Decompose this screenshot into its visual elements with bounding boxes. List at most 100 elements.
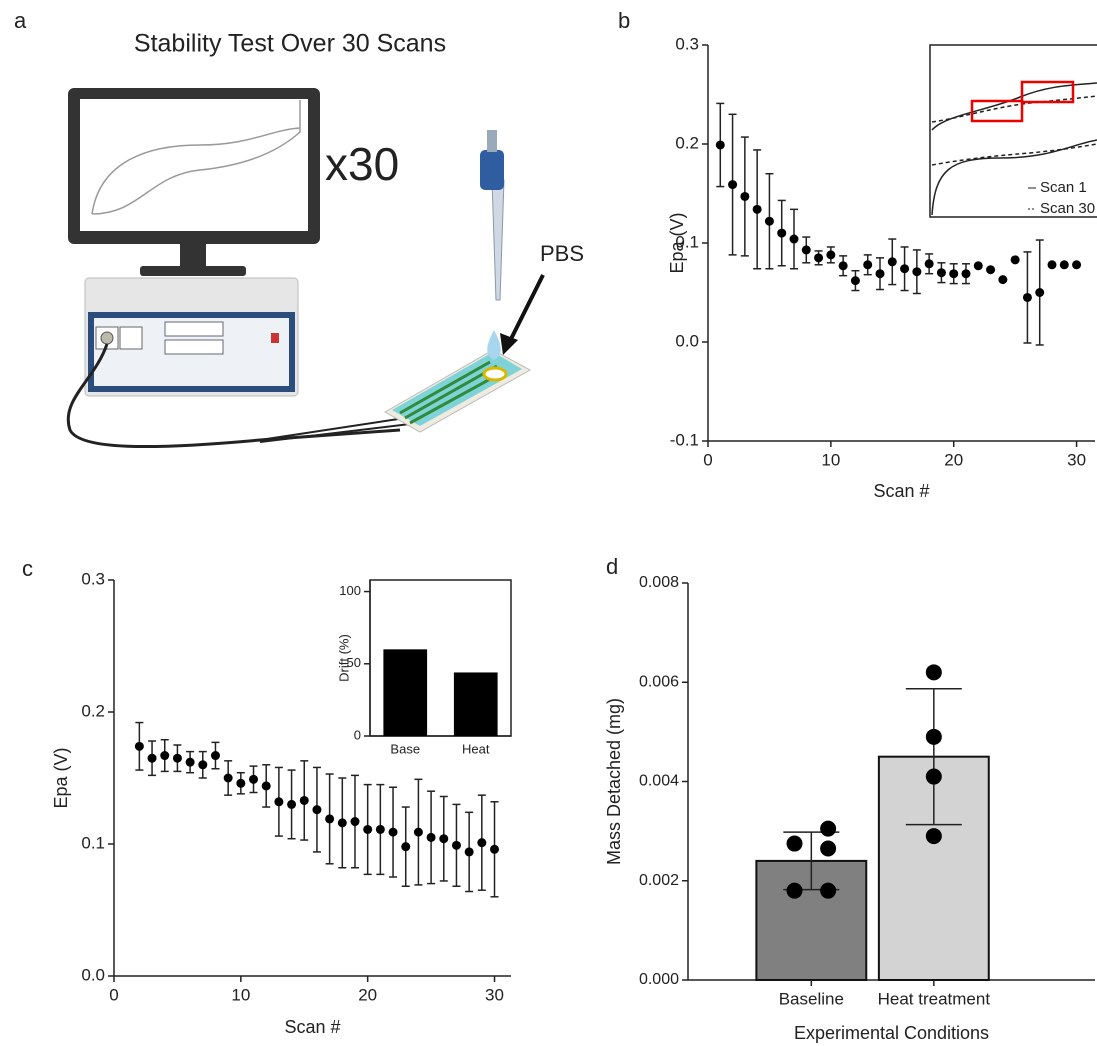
monitor-base <box>140 266 246 276</box>
point <box>740 191 750 201</box>
point <box>875 269 885 279</box>
x-axis-label: Scan # <box>284 1017 340 1037</box>
x-tick-label: Heat treatment <box>878 989 991 1008</box>
point <box>814 253 824 263</box>
bar <box>383 649 428 736</box>
point <box>925 664 942 681</box>
point <box>924 259 934 269</box>
point <box>949 269 959 279</box>
point <box>715 140 725 150</box>
y-tick-label: 0.0 <box>675 331 699 350</box>
x-tick-label: Base <box>390 741 420 756</box>
electrode-traces <box>399 360 504 425</box>
drop <box>487 330 501 360</box>
point <box>198 760 208 770</box>
y-tick-label: 0 <box>354 727 361 742</box>
y-tick-label: 50 <box>347 655 361 670</box>
point <box>826 250 836 260</box>
point <box>973 261 983 271</box>
panel-label: b <box>618 8 630 33</box>
point <box>350 817 360 827</box>
inset-frame <box>929 44 1097 218</box>
point <box>789 234 799 244</box>
point <box>925 768 942 785</box>
electrode-pad <box>482 366 508 382</box>
inset-curve <box>931 143 1097 166</box>
y-axis-label: Mass Detached (mg) <box>604 698 624 865</box>
x-tick-label: Baseline <box>779 989 844 1008</box>
x-tick-label: Heat <box>462 741 490 756</box>
y-tick-label: 0.006 <box>639 673 679 690</box>
x-axis-label: Scan # <box>873 481 929 501</box>
point <box>986 265 996 275</box>
point <box>325 814 335 824</box>
point <box>925 728 942 745</box>
y-tick-label: 0.1 <box>675 232 699 251</box>
point <box>185 757 195 767</box>
point <box>820 882 837 899</box>
point <box>887 257 897 267</box>
point <box>728 180 738 190</box>
y-tick-label: 0.002 <box>639 872 679 889</box>
point <box>363 824 373 834</box>
legend-entry: Scan 30 <box>1040 200 1095 217</box>
x-tick-label: 30 <box>485 985 504 1004</box>
point <box>261 781 271 791</box>
point <box>464 847 474 857</box>
point <box>1047 260 1057 270</box>
highlight-box <box>970 99 1024 123</box>
port-jack <box>100 331 114 345</box>
pipette-body <box>480 150 504 190</box>
point <box>752 204 762 214</box>
x-tick-label: 20 <box>358 985 377 1004</box>
point <box>820 840 837 857</box>
y-tick-label: 0.000 <box>639 971 679 988</box>
arrow-line <box>506 274 545 346</box>
inset-b: Scan 1 Scan 30 <box>929 44 1097 218</box>
point <box>426 832 436 842</box>
y-tick-label: 0.1 <box>81 833 105 852</box>
x-tick-label: 0 <box>703 450 712 469</box>
inset-curve <box>931 82 1097 131</box>
y-tick-label: -0.1 <box>670 430 699 449</box>
x-tick-label: 0 <box>109 985 118 1004</box>
point <box>850 276 860 286</box>
point <box>147 753 157 763</box>
point <box>337 818 347 828</box>
y-tick-label: 0.0 <box>81 965 105 984</box>
point <box>236 778 246 788</box>
point <box>777 228 787 238</box>
screen-curve <box>91 100 301 215</box>
y-axis-label: Epa (V) <box>51 747 71 808</box>
point <box>925 828 942 845</box>
monitor-stand <box>180 244 206 268</box>
arrow-head <box>500 333 518 355</box>
point <box>961 269 971 279</box>
y-tick-label: 0.004 <box>639 773 679 790</box>
bar <box>453 672 498 736</box>
x-axis-label: Experimental Conditions <box>794 1023 989 1043</box>
highlight-box <box>1020 80 1075 104</box>
display <box>164 339 224 355</box>
y-tick-label: 0.2 <box>675 133 699 152</box>
point <box>490 844 500 854</box>
x-tick-label: 20 <box>944 450 963 469</box>
point <box>786 835 803 852</box>
annotation: PBS <box>540 241 584 266</box>
panel-label: d <box>606 554 618 579</box>
display <box>164 321 224 337</box>
point <box>863 260 873 270</box>
point <box>274 797 284 807</box>
illustration: a Stability Test Over 30 Scans x30 PBS <box>14 8 584 449</box>
y-axis-label: Drift (%) <box>336 634 351 682</box>
point <box>1022 292 1032 302</box>
point <box>764 216 774 226</box>
point <box>401 842 411 852</box>
panel-title: Stability Test Over 30 Scans <box>134 30 446 58</box>
point <box>801 245 811 255</box>
switch <box>271 333 279 343</box>
point <box>134 741 144 751</box>
point <box>375 824 385 834</box>
point <box>1059 260 1069 270</box>
